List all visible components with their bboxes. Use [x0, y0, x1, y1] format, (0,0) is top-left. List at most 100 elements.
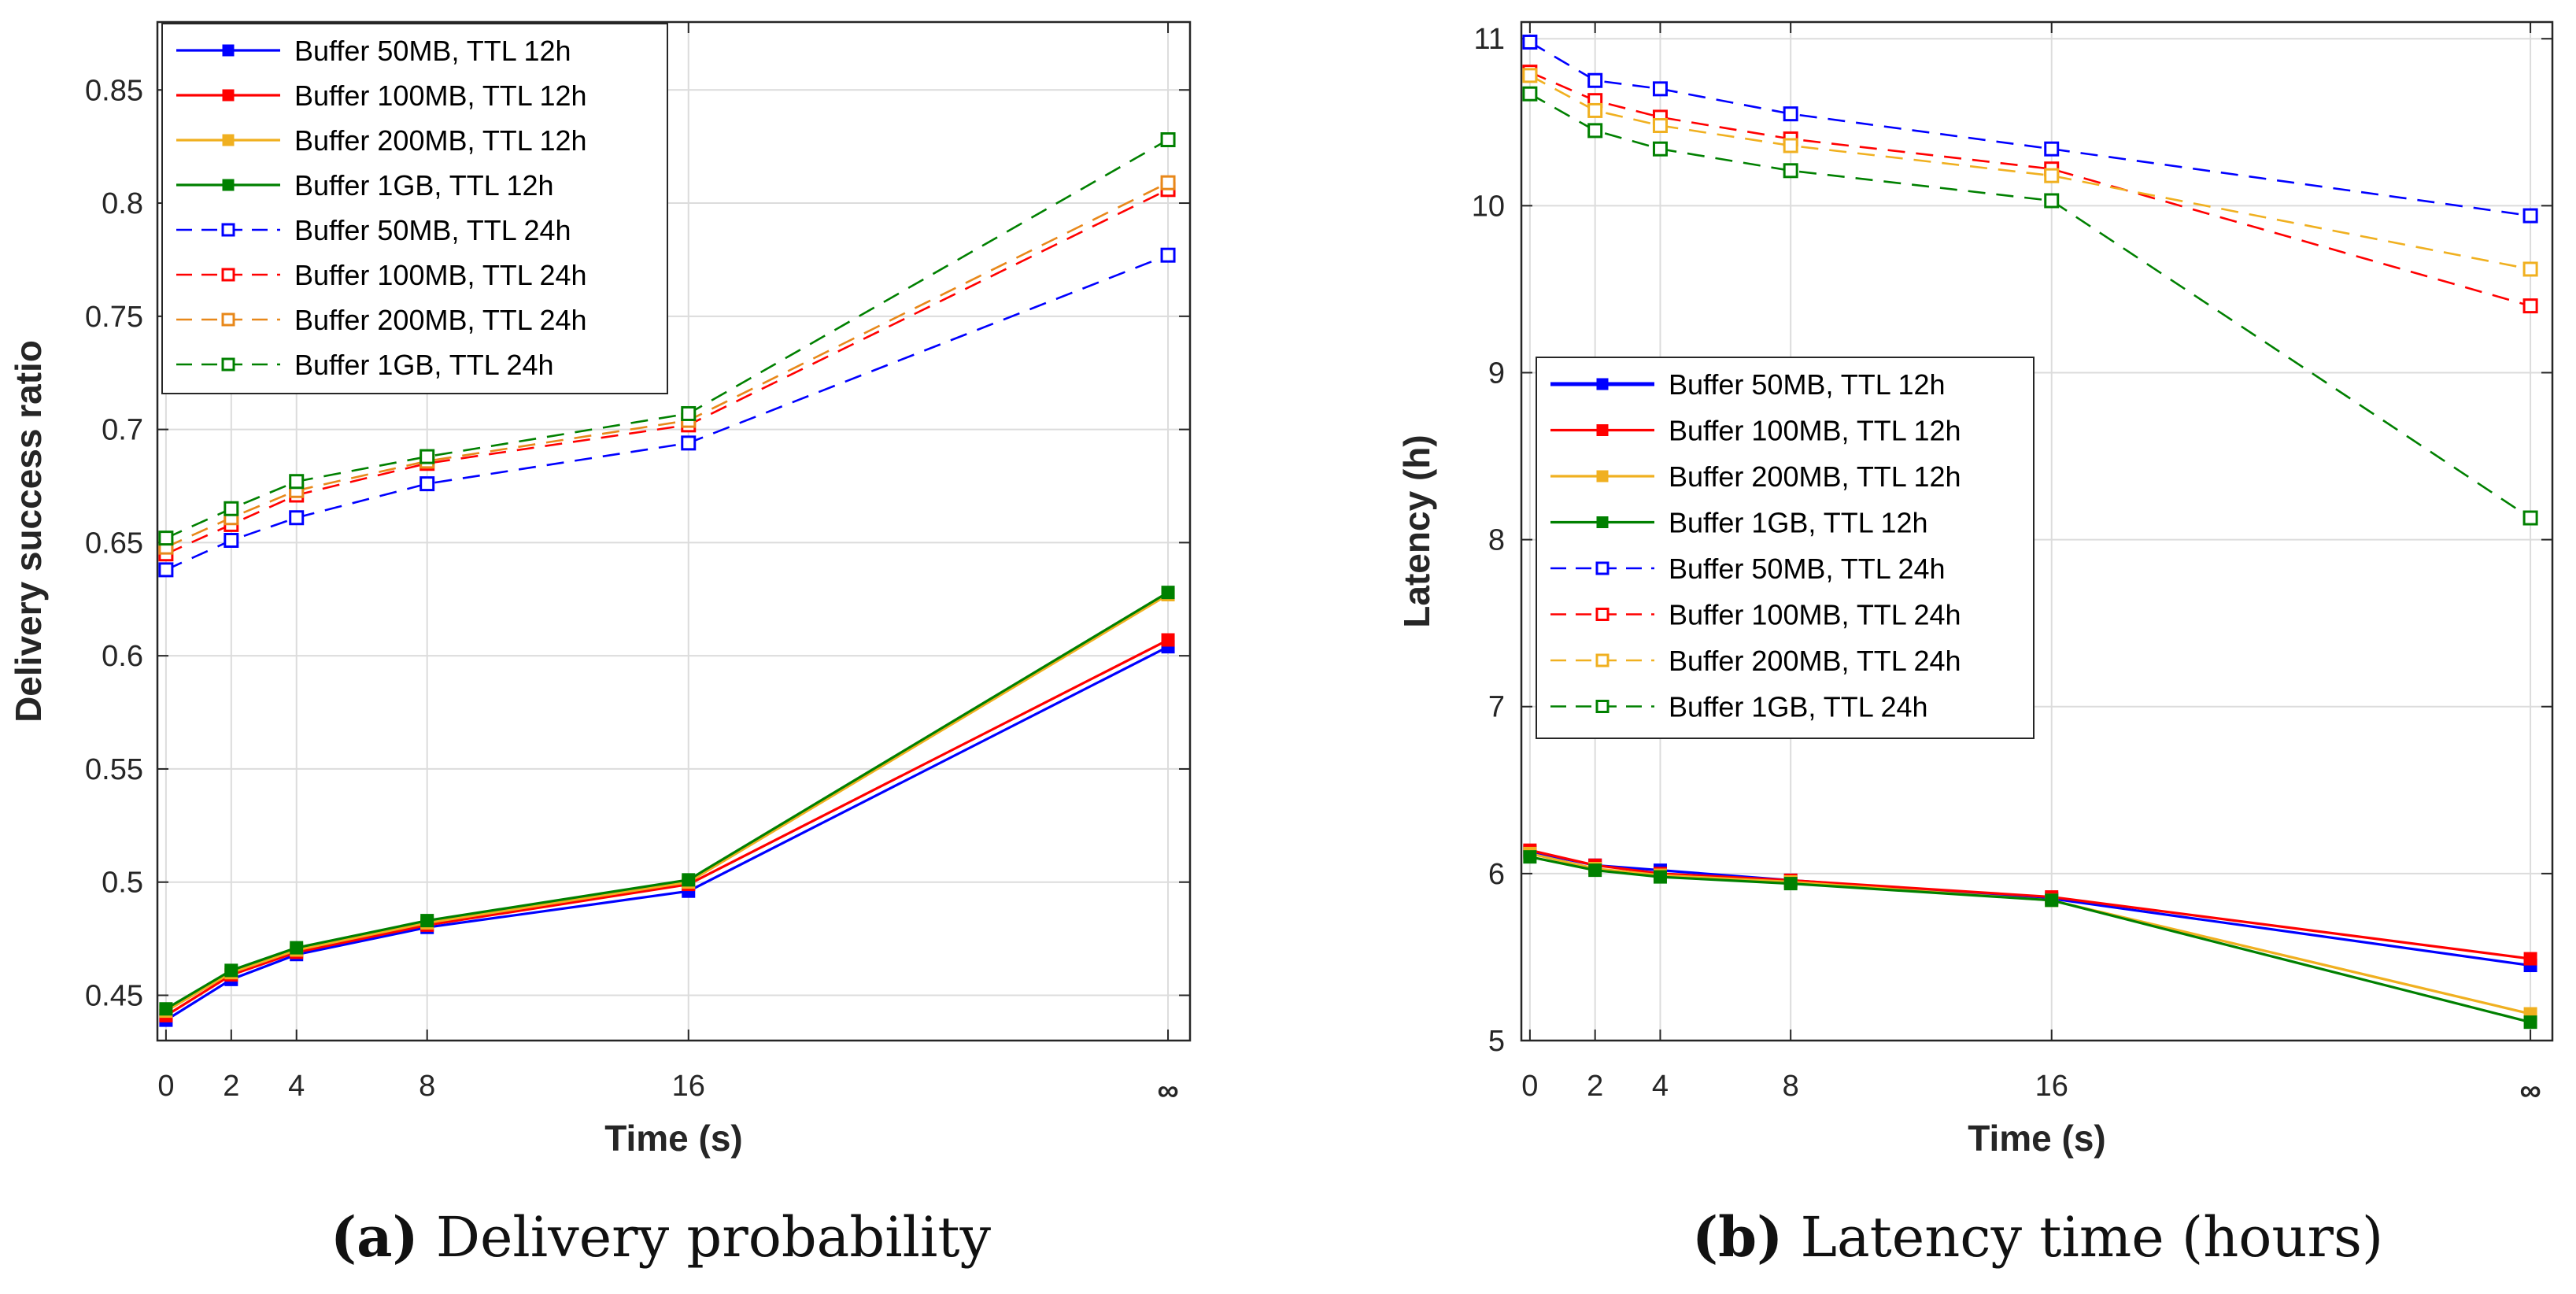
data-point: [419, 449, 435, 464]
x-tick-label: 16: [2035, 1070, 2068, 1103]
data-point: [1160, 175, 1176, 190]
y-tick-label: 6: [1488, 858, 1505, 891]
series-line: [165, 593, 1169, 1012]
data-point: [1522, 34, 1538, 50]
legend-label: Buffer 50MB, TTL 12h: [1669, 368, 1946, 401]
legend-box: [161, 23, 668, 394]
data-point: [1161, 633, 1175, 647]
y-tick-label: 0.8: [102, 187, 143, 220]
caption-b-text: Latency time (hours): [1800, 1205, 2384, 1270]
legend-swatch-marker: [222, 89, 235, 102]
series-line: [1529, 74, 2531, 271]
data-point: [289, 474, 305, 490]
data-point: [2522, 510, 2538, 526]
y-tick-label: 7: [1488, 691, 1505, 724]
data-point: [1783, 106, 1798, 122]
series-line: [165, 181, 1169, 549]
series-line: [1529, 93, 2531, 519]
legend-swatch-marker: [1595, 561, 1610, 575]
data-point: [158, 562, 174, 578]
axes-frame: [156, 20, 1192, 1042]
data-point: [159, 1002, 173, 1016]
y-tick-label: 0.6: [102, 640, 143, 673]
x-tick-label: 16: [672, 1070, 705, 1103]
legend: Buffer 50MB, TTL 12h Buffer 100MB, TTL 12…: [1536, 357, 2035, 739]
legend-label: Buffer 200MB, TTL 24h: [294, 304, 587, 336]
x-tick-label: 0: [1521, 1070, 1538, 1103]
x-tick-label: 8: [1783, 1070, 1799, 1103]
y-tick-label: 0.7: [102, 414, 143, 447]
caption-b-tag: (b): [1692, 1204, 1783, 1270]
legend-label: Buffer 1GB, TTL 24h: [1669, 691, 1928, 723]
data-point: [1588, 863, 1602, 878]
data-point: [2044, 168, 2060, 183]
series-line: [1529, 852, 2531, 1015]
series: [1522, 86, 2538, 526]
data-point: [1160, 247, 1176, 263]
x-tick-label: ∞: [1158, 1074, 1179, 1107]
y-tick-label: 0.75: [85, 301, 143, 334]
x-tick-label: 0: [157, 1070, 174, 1103]
data-point: [1522, 68, 1538, 83]
data-point: [419, 476, 435, 492]
legend-swatch-marker: [221, 357, 235, 372]
data-point: [420, 914, 434, 928]
y-tick-label: 0.5: [102, 867, 143, 900]
series: [1522, 34, 2538, 224]
data-point: [1523, 850, 1537, 864]
legend-label: Buffer 100MB, TTL 12h: [294, 79, 587, 112]
data-point: [1522, 86, 1538, 102]
caption-a-tag: (a): [331, 1204, 419, 1270]
x-tick-label: 2: [1587, 1070, 1603, 1103]
data-point: [2044, 141, 2060, 157]
series: [1523, 850, 2537, 1030]
x-tick-label: 2: [223, 1070, 239, 1103]
legend-swatch-marker: [222, 44, 235, 57]
y-axis-label: Delivery success ratio: [8, 340, 49, 723]
data-point: [1652, 118, 1668, 134]
y-tick-label: 11: [1474, 23, 1505, 56]
legend-label: Buffer 200MB, TTL 12h: [294, 124, 587, 157]
x-axis-label: Time (s): [1968, 1118, 2106, 1159]
data-point: [2045, 893, 2059, 908]
y-tick-label: 5: [1488, 1025, 1505, 1058]
data-point: [224, 501, 239, 516]
series-line: [165, 188, 1169, 555]
data-point: [1160, 132, 1176, 148]
data-point: [2044, 193, 2060, 209]
data-point: [290, 941, 304, 955]
series-line: [1529, 856, 2531, 1024]
legend-label: Buffer 1GB, TTL 12h: [294, 169, 554, 201]
x-tick-label: 8: [419, 1070, 435, 1103]
legend-swatch-marker: [1596, 516, 1609, 528]
y-tick-label: 0.85: [85, 74, 143, 107]
data-point: [1783, 163, 1798, 179]
legend-swatch-marker: [1595, 608, 1610, 621]
data-point: [2523, 952, 2537, 966]
data-point: [1161, 586, 1175, 600]
data-point: [2522, 298, 2538, 314]
series-line: [165, 591, 1169, 1011]
data-point: [681, 405, 697, 421]
x-tick-label: ∞: [2520, 1074, 2541, 1107]
data-point: [682, 873, 696, 887]
series-line: [1529, 41, 2531, 217]
series: [159, 586, 1175, 1016]
y-tick-label: 8: [1488, 524, 1505, 557]
data-point: [224, 963, 238, 978]
legend-swatch-marker: [221, 223, 235, 237]
legend-swatch-marker: [1595, 700, 1610, 713]
series: [158, 247, 1176, 578]
y-tick-label: 0.55: [85, 753, 143, 786]
data-point: [2523, 1015, 2537, 1030]
legend-swatch-marker: [1596, 424, 1609, 436]
delivery-probability-chart: 0.45 0.5 0.55 0.6 0.65 0.7 0.75 0.8 0.85 0 2 4 8 16 ∞ T…: [8, 20, 1192, 1159]
legend-swatch-marker: [1596, 470, 1609, 482]
data-point: [1587, 72, 1603, 88]
legend-label: Buffer 1GB, TTL 12h: [1669, 507, 1928, 539]
axes-frame: [1520, 20, 2554, 1042]
legend-label: Buffer 200MB, TTL 24h: [1669, 645, 1961, 677]
data-point: [2522, 261, 2538, 277]
legend-swatch-marker: [222, 179, 235, 191]
